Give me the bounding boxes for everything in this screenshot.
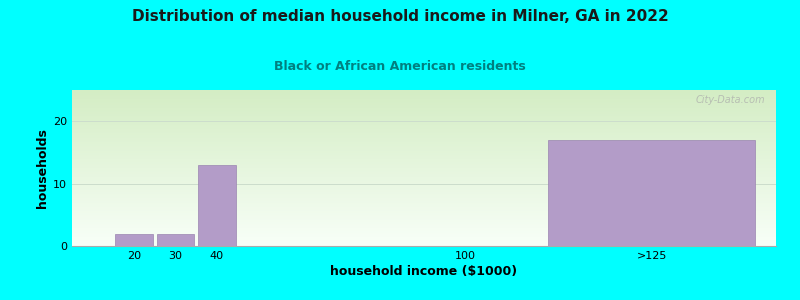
Text: City-Data.com: City-Data.com (696, 95, 766, 105)
Bar (198, 165, 235, 246)
Bar (157, 233, 194, 246)
Text: Distribution of median household income in Milner, GA in 2022: Distribution of median household income … (132, 9, 668, 24)
Y-axis label: households: households (36, 128, 49, 208)
Bar (548, 140, 755, 246)
Bar (115, 233, 153, 246)
X-axis label: household income ($1000): household income ($1000) (330, 265, 518, 278)
Text: Black or African American residents: Black or African American residents (274, 60, 526, 73)
